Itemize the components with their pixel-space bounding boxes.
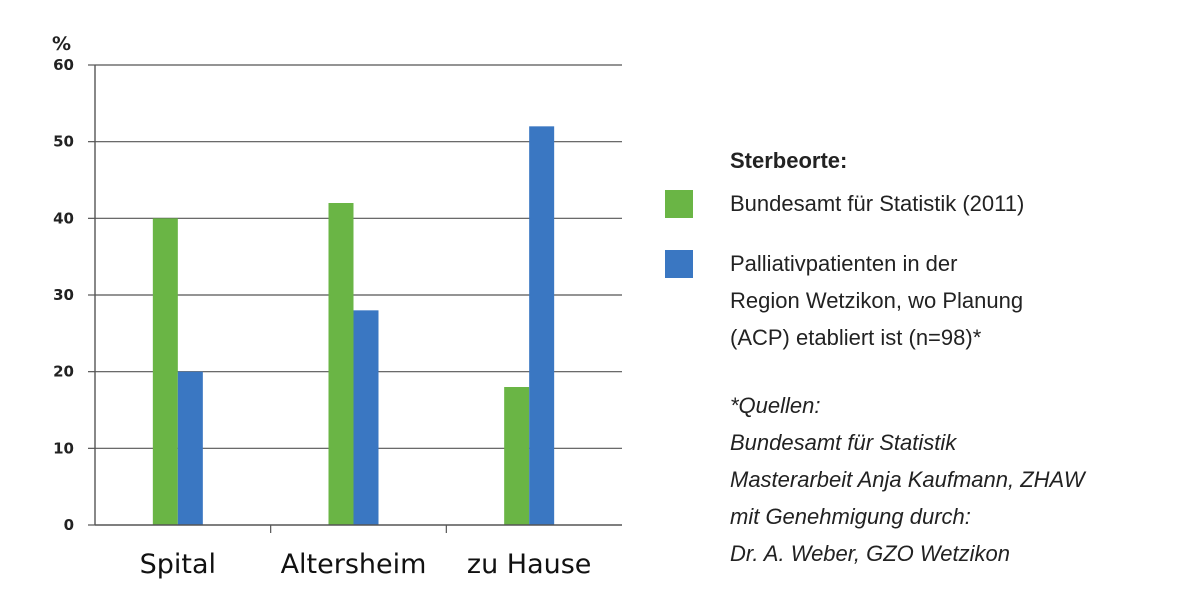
y-axis-ticks: 0 10 20 30 40 50 60 (53, 56, 74, 534)
bar-bundesamt-zu-hause (504, 387, 530, 525)
x-axis (94, 65, 622, 533)
y-tick-label: 60 (53, 56, 74, 74)
sources-line: mit Genehmigung durch: (730, 504, 971, 529)
bar-bundesamt-altersheim (328, 203, 354, 525)
bars (152, 126, 555, 526)
sources-line: Bundesamt für Statistik (730, 430, 957, 455)
legend-title: Sterbeorte: (730, 148, 848, 173)
bar-bundesamt-spital (152, 218, 178, 526)
y-axis-unit: % (52, 33, 71, 55)
sources-line: Dr. A. Weber, GZO Wetzikon (730, 541, 1010, 566)
bar-palliativ-zu-hause (529, 126, 555, 525)
x-category-label: Spital (140, 549, 216, 580)
y-tick-label: 50 (53, 133, 74, 151)
y-tick-label: 30 (53, 286, 74, 304)
sources-line: Masterarbeit Anja Kaufmann, ZHAW (730, 467, 1085, 492)
bar-palliativ-spital (177, 371, 203, 525)
legend-swatch-blue (665, 250, 693, 278)
bar-chart: % 0 10 20 30 40 50 60 Spital Altersheim zu Hause (52, 33, 622, 580)
legend-item-line: Bundesamt für Statistik (2011) (730, 191, 1025, 216)
legend-item-line: Region Wetzikon, wo Planung (730, 288, 1024, 313)
bar-palliativ-altersheim (353, 310, 379, 525)
y-tick-label: 20 (53, 363, 74, 381)
y-tick-label: 40 (53, 209, 74, 227)
legend-item-line: Palliativpatienten in der (730, 251, 958, 276)
y-tick-label: 0 (64, 516, 74, 534)
category-labels: Spital Altersheim zu Hause (140, 549, 592, 580)
y-tick-label: 10 (53, 439, 74, 457)
x-category-label: Altersheim (281, 549, 427, 580)
legend-swatch-green (665, 190, 693, 218)
x-category-label: zu Hause (467, 549, 592, 580)
sources-line: *Quellen: (730, 393, 821, 418)
sources-note: *Quellen: Bundesamt für Statistik Master… (730, 387, 1190, 572)
legend-item-line: (ACP) etabliert ist (n=98)* (730, 325, 982, 350)
